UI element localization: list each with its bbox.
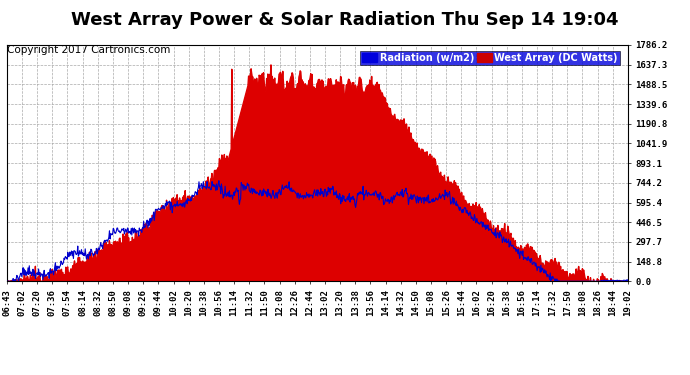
Text: Copyright 2017 Cartronics.com: Copyright 2017 Cartronics.com (7, 45, 170, 55)
Text: West Array Power & Solar Radiation Thu Sep 14 19:04: West Array Power & Solar Radiation Thu S… (71, 11, 619, 29)
Legend: Radiation (w/m2), West Array (DC Watts): Radiation (w/m2), West Array (DC Watts) (360, 51, 620, 65)
